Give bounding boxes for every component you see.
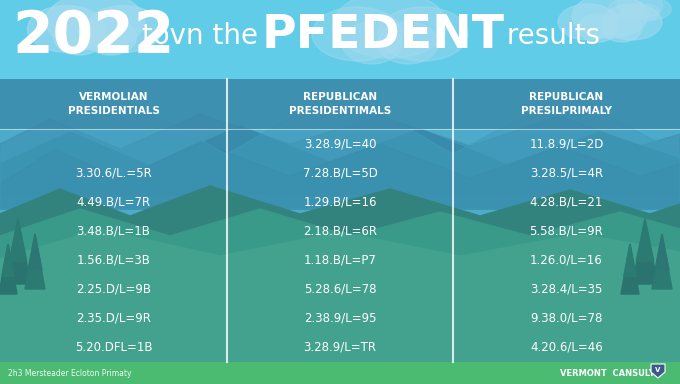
- Text: results: results: [498, 22, 600, 50]
- Text: 3.28.9/L=TR: 3.28.9/L=TR: [303, 341, 377, 354]
- Text: 4.28.B/L=21: 4.28.B/L=21: [530, 195, 603, 208]
- Text: VERMOLIAN
PRESIDENTIALS: VERMOLIAN PRESIDENTIALS: [67, 92, 159, 116]
- Polygon shape: [28, 234, 42, 270]
- Polygon shape: [0, 114, 680, 184]
- Text: 1.56.B/L=3B: 1.56.B/L=3B: [77, 253, 150, 266]
- Ellipse shape: [27, 6, 105, 52]
- Text: 3.28.4/L=35: 3.28.4/L=35: [530, 283, 602, 296]
- Text: 1.18.B/L=P7: 1.18.B/L=P7: [303, 253, 377, 266]
- Ellipse shape: [602, 4, 662, 40]
- Text: 2.38.9/L=95: 2.38.9/L=95: [304, 312, 376, 325]
- Polygon shape: [5, 219, 31, 284]
- Polygon shape: [0, 142, 680, 209]
- Text: 2h3 Mersteader Ecloton Primaty: 2h3 Mersteader Ecloton Primaty: [8, 369, 131, 379]
- Ellipse shape: [84, 6, 163, 52]
- Polygon shape: [0, 229, 680, 384]
- Polygon shape: [227, 89, 453, 209]
- Text: 9.38.0/L=78: 9.38.0/L=78: [530, 312, 602, 325]
- Text: 3.28.9/L=40: 3.28.9/L=40: [304, 137, 376, 150]
- Ellipse shape: [342, 22, 402, 64]
- Text: REPUBLICAN
PRESIDENTIMALS: REPUBLICAN PRESIDENTIMALS: [289, 92, 391, 116]
- Ellipse shape: [617, 0, 663, 18]
- Ellipse shape: [602, 14, 642, 42]
- Polygon shape: [621, 244, 639, 294]
- Ellipse shape: [46, 0, 144, 50]
- Ellipse shape: [84, 18, 137, 55]
- Ellipse shape: [572, 0, 648, 38]
- Text: 11.8.9/L=2D: 11.8.9/L=2D: [529, 137, 604, 150]
- Text: 2022: 2022: [12, 8, 174, 65]
- Bar: [453, 79, 680, 129]
- Text: PFEDENT: PFEDENT: [262, 13, 505, 58]
- Polygon shape: [0, 244, 17, 294]
- Polygon shape: [25, 234, 45, 289]
- Ellipse shape: [54, 18, 105, 55]
- Ellipse shape: [635, 4, 659, 21]
- Ellipse shape: [312, 7, 402, 61]
- Bar: [227, 79, 453, 129]
- Text: 1.29.B/L=16: 1.29.B/L=16: [303, 195, 377, 208]
- Polygon shape: [10, 219, 27, 261]
- Text: 3.30.6/L.=5R: 3.30.6/L.=5R: [75, 166, 152, 179]
- Polygon shape: [1, 244, 14, 276]
- Polygon shape: [453, 94, 680, 209]
- Text: VERMONT  CANSULY: VERMONT CANSULY: [560, 369, 655, 379]
- Text: 3.48.B/L=1B: 3.48.B/L=1B: [77, 224, 150, 237]
- Ellipse shape: [609, 0, 645, 20]
- Text: 5.28.6/L=78: 5.28.6/L=78: [304, 283, 376, 296]
- Text: 3.28.5/L=4R: 3.28.5/L=4R: [530, 166, 603, 179]
- Text: REPUBLICAN
PRESILPRIMALY: REPUBLICAN PRESILPRIMALY: [521, 92, 612, 116]
- Text: 4.49.B/L=7R: 4.49.B/L=7R: [76, 195, 150, 208]
- Polygon shape: [652, 234, 672, 289]
- Polygon shape: [636, 219, 653, 261]
- Text: 2.35.D/L=9R: 2.35.D/L=9R: [76, 312, 151, 325]
- Text: 7.28.B/L=5D: 7.28.B/L=5D: [303, 166, 377, 179]
- Ellipse shape: [378, 22, 438, 64]
- Polygon shape: [0, 209, 680, 384]
- Ellipse shape: [578, 14, 618, 42]
- Polygon shape: [655, 234, 669, 270]
- Polygon shape: [624, 244, 636, 276]
- Text: 5.20.DFL=1B: 5.20.DFL=1B: [75, 341, 152, 354]
- Text: 2.18.B/L=6R: 2.18.B/L=6R: [303, 224, 377, 237]
- Bar: [227, 129, 453, 362]
- Polygon shape: [632, 219, 658, 284]
- Bar: [0, 79, 227, 129]
- Bar: [453, 129, 680, 362]
- Text: 2.25.D/L=9B: 2.25.D/L=9B: [76, 283, 151, 296]
- Text: V: V: [656, 367, 661, 373]
- Polygon shape: [0, 126, 680, 194]
- Text: 1.26.0/L=16: 1.26.0/L=16: [530, 253, 603, 266]
- Polygon shape: [0, 94, 227, 209]
- Text: tovn the: tovn the: [133, 22, 267, 50]
- Ellipse shape: [333, 0, 447, 58]
- Ellipse shape: [378, 7, 468, 61]
- Text: 5.58.B/L=9R: 5.58.B/L=9R: [530, 224, 603, 237]
- Ellipse shape: [558, 4, 618, 40]
- Polygon shape: [651, 364, 665, 378]
- Ellipse shape: [635, 0, 671, 20]
- Ellipse shape: [621, 4, 645, 21]
- Bar: [0, 129, 227, 362]
- Text: 4.20.6/L=46: 4.20.6/L=46: [530, 341, 603, 354]
- Polygon shape: [0, 186, 680, 384]
